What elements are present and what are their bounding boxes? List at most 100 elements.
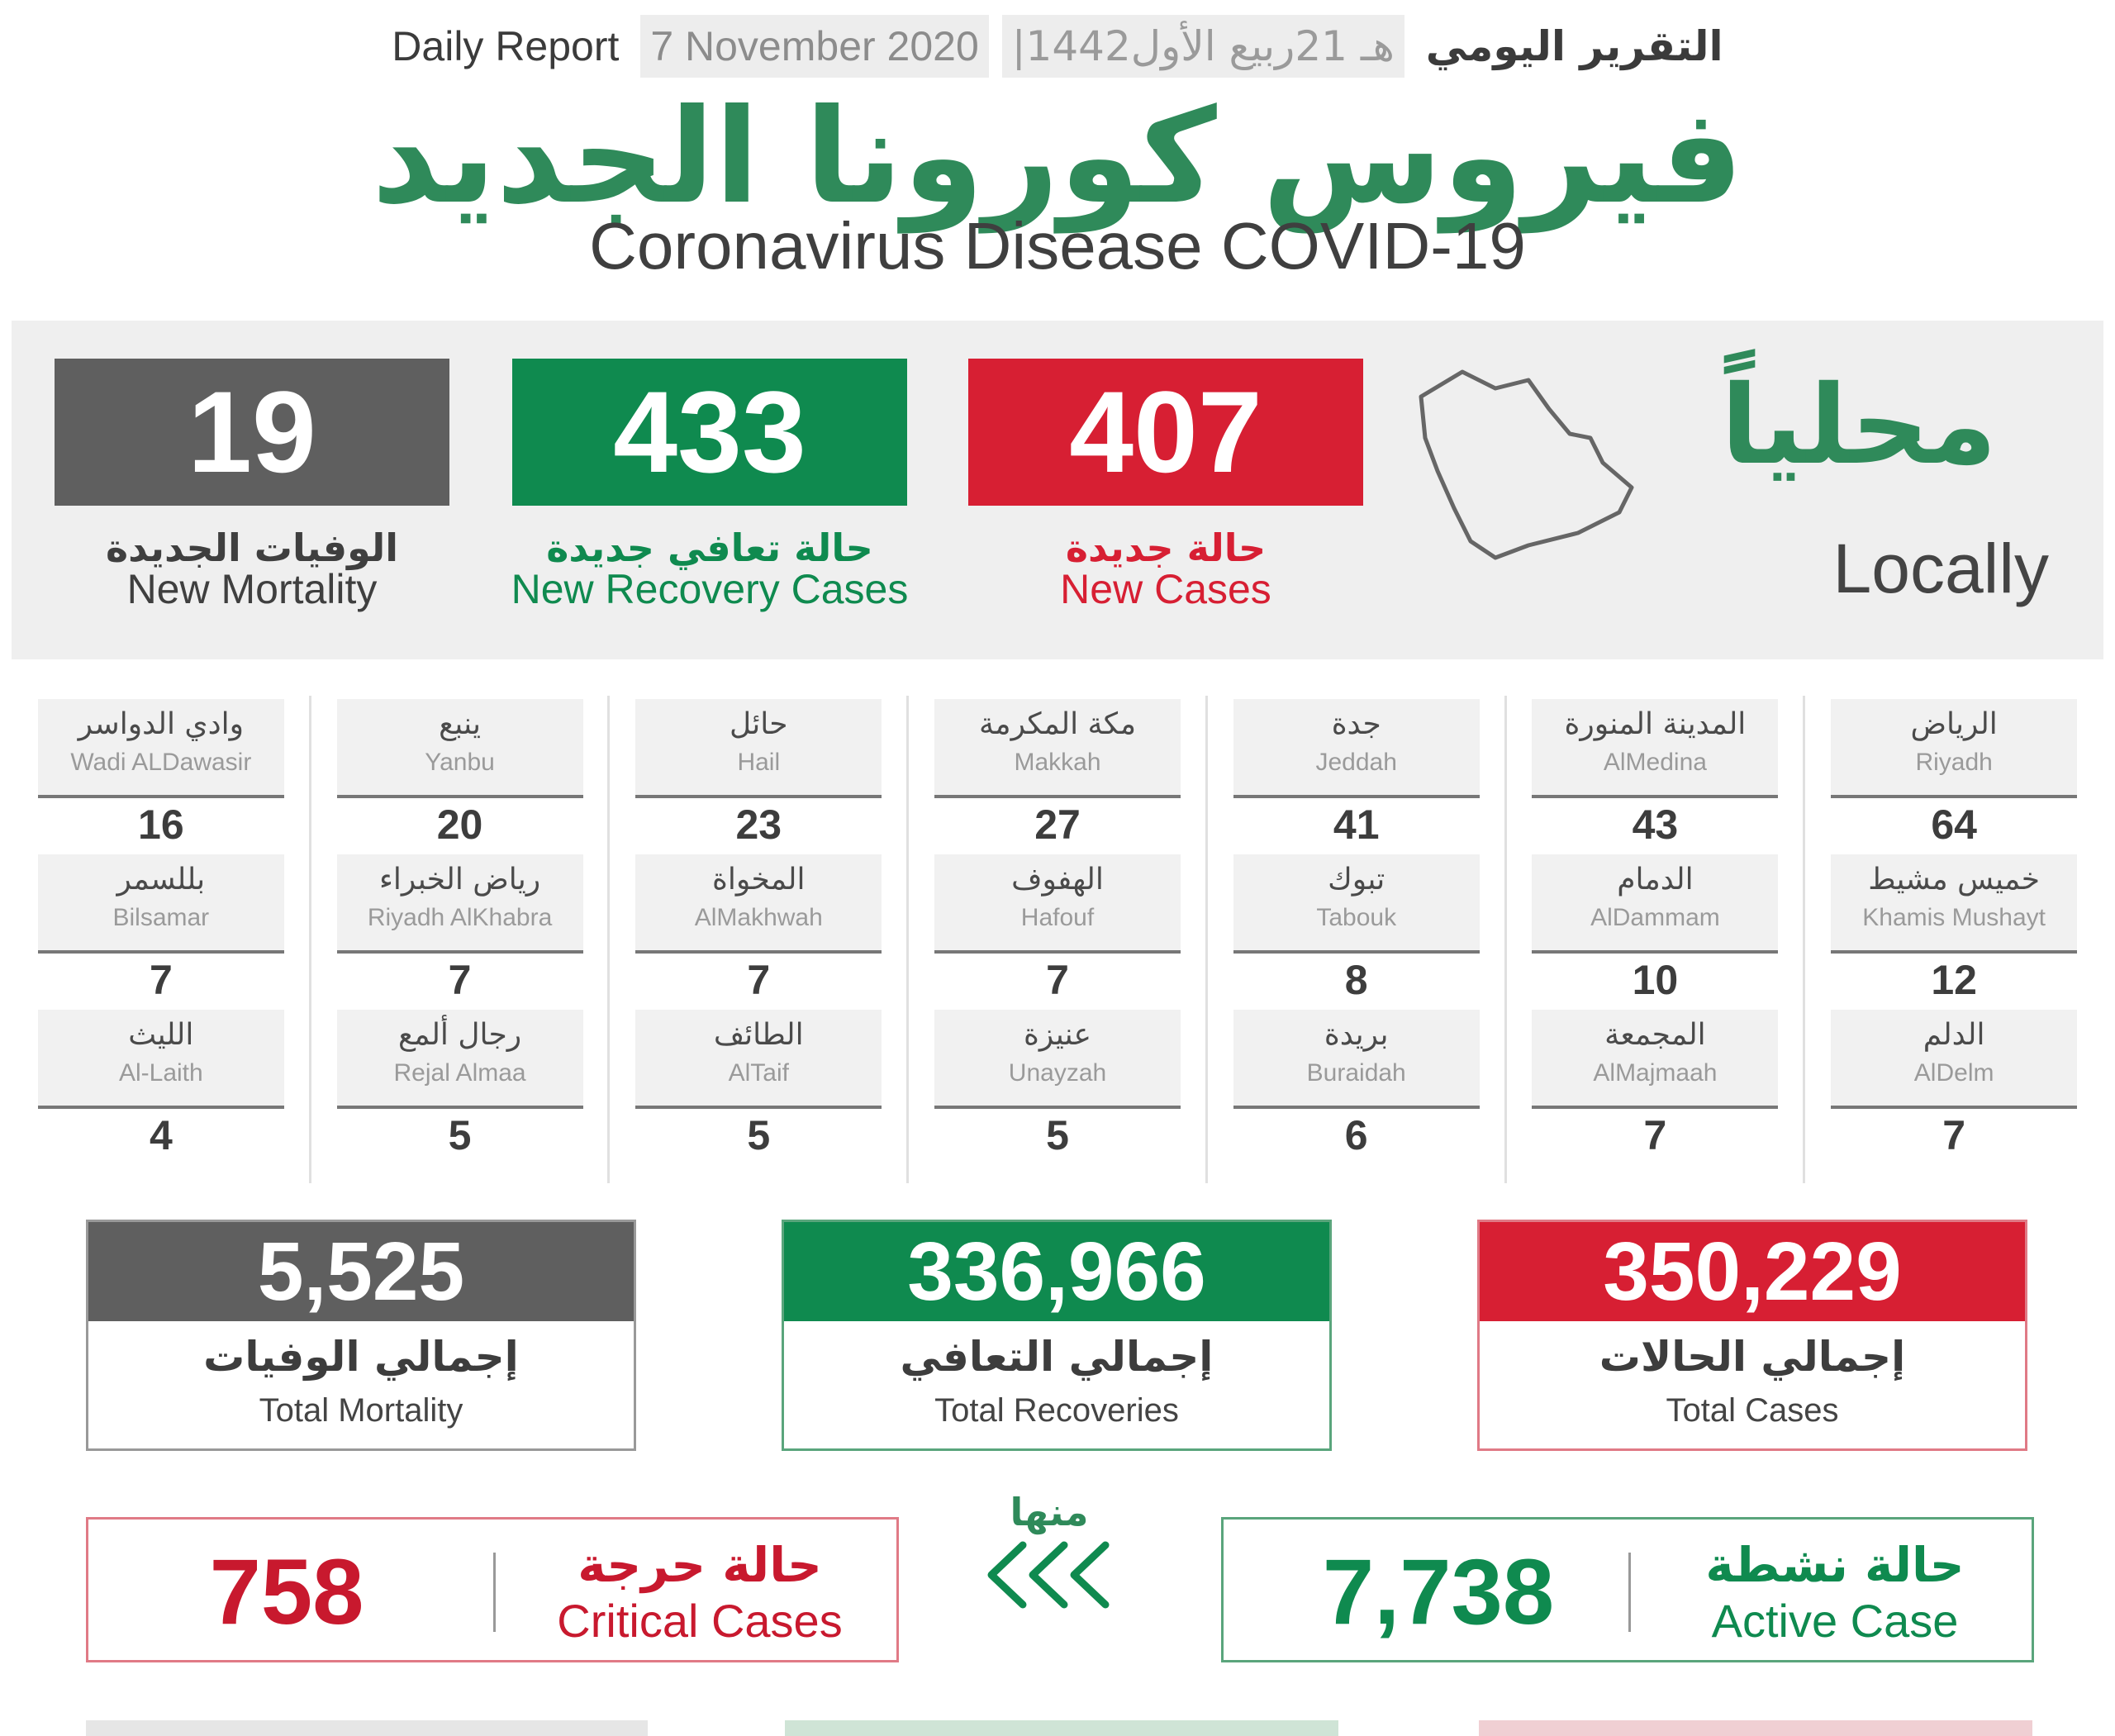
daily-report-label-ar: التقرير اليومي <box>1425 21 1723 70</box>
column-divider <box>906 696 910 1183</box>
city-name-ar: الطائف <box>713 1018 804 1052</box>
city-name-ar: بللسمر <box>116 863 206 897</box>
city-label: عنيزة Unayzah <box>934 1010 1181 1109</box>
city-case-count: 5 <box>747 1112 771 1158</box>
city-name-ar: الليث <box>128 1018 194 1052</box>
locally-label-ar: محلياً <box>1720 362 1998 489</box>
next-section-stub <box>86 1720 648 1736</box>
new-recovery-label-ar: حالة تعافي جديدة <box>546 526 873 570</box>
city-cell: الرياض Riyadh 64 <box>1831 696 2078 853</box>
city-name-en: Hail <box>737 749 781 776</box>
city-case-count: 43 <box>1632 801 1679 848</box>
city-case-count: 64 <box>1931 801 1977 848</box>
city-label: رياض الخبراء Riyadh AlKhabra <box>336 854 583 954</box>
city-cases-grid: الرياض Riyadh 64 خميس مشيط Khamis Mushayt 12 ا… <box>12 696 2103 1183</box>
city-name-ar: بريدة <box>1324 1018 1389 1052</box>
city-name-en: Khamis Mushayt <box>1862 904 2046 931</box>
city-name-en: AlMakhwah <box>694 904 823 931</box>
city-name-en: Riyadh <box>1915 749 1993 776</box>
city-case-count: 16 <box>138 801 184 848</box>
city-case-count: 23 <box>735 801 782 848</box>
total-mortality-card: 5,525 إجمالي الوفيات Total Mortality <box>86 1220 636 1451</box>
city-name-en: AlDelm <box>1913 1059 1994 1087</box>
city-case-count: 5 <box>1046 1112 1069 1158</box>
total-cases-label-ar: إجمالي الحالات <box>1599 1333 1906 1381</box>
city-label: الدلم AlDelm <box>1831 1010 2078 1109</box>
new-recovery-label-en: New Recovery Cases <box>511 566 909 612</box>
critical-cases-label-ar: حالة حرجة <box>577 1537 822 1593</box>
city-label: المدينة المنورة AlMedina <box>1532 699 1779 798</box>
total-mortality-label-en: Total Mortality <box>259 1392 463 1429</box>
new-recovery-box: 433 <box>512 359 907 506</box>
active-cases-card: 7,738 حالة نشطة Active Case <box>1221 1517 2034 1662</box>
city-name-ar: وادي الدواسر <box>78 707 244 741</box>
city-name-ar: الدمام <box>1617 863 1694 897</box>
arrows-left-icon <box>987 1541 1110 1609</box>
city-name-en: Buraidah <box>1306 1059 1406 1087</box>
divider <box>493 1553 496 1632</box>
total-recoveries-value: 336,966 <box>784 1222 1329 1321</box>
city-case-count: 41 <box>1333 801 1380 848</box>
city-cell: رياض الخبراء Riyadh AlKhabra 7 <box>336 851 583 1008</box>
critical-cases-card: 758 حالة حرجة Critical Cases <box>86 1517 899 1662</box>
city-cell: المجمعة AlMajmaah 7 <box>1532 1006 1779 1163</box>
city-case-count: 5 <box>448 1112 472 1158</box>
city-case-count: 6 <box>1344 1112 1368 1158</box>
city-case-count: 7 <box>1643 1112 1667 1158</box>
city-cell: الليث Al-Laith 4 <box>37 1006 284 1163</box>
total-recoveries-card: 336,966 إجمالي التعافي Total Recoveries <box>782 1220 1332 1451</box>
column-divider <box>1504 696 1507 1183</box>
city-label: بللسمر Bilsamar <box>37 854 284 954</box>
new-mortality-box: 19 <box>55 359 449 506</box>
city-cell: الدمام AlDammam 10 <box>1532 851 1779 1008</box>
city-name-ar: ينبع <box>439 707 482 741</box>
city-label: الدمام AlDammam <box>1532 854 1779 954</box>
critical-cases-label-en: Critical Cases <box>557 1595 843 1647</box>
report-date-gregorian: 7 November 2020 <box>640 14 989 78</box>
city-name-en: Riyadh AlKhabra <box>367 904 553 931</box>
city-case-count: 10 <box>1632 957 1679 1003</box>
city-name-ar: المخواة <box>712 863 806 897</box>
city-case-count: 8 <box>1344 957 1368 1003</box>
city-label: الرياض Riyadh <box>1831 699 2078 798</box>
city-label: المجمعة AlMajmaah <box>1532 1010 1779 1109</box>
city-cell: الطائف AlTaif 5 <box>635 1006 882 1163</box>
city-label: المخواة AlMakhwah <box>635 854 882 954</box>
city-label: حائل Hail <box>635 699 882 798</box>
of-which-label: منها <box>1010 1490 1089 1534</box>
city-name-en: Makkah <box>1014 749 1101 776</box>
total-mortality-value: 5,525 <box>88 1222 634 1321</box>
column-divider <box>607 696 611 1183</box>
city-cell: الهفوف Hafouf 7 <box>934 851 1181 1008</box>
city-label: ينبع Yanbu <box>336 699 583 798</box>
city-case-count: 4 <box>149 1112 173 1158</box>
city-name-ar: خميس مشيط <box>1868 863 2040 897</box>
city-cell: المخواة AlMakhwah 7 <box>635 851 882 1008</box>
city-name-en: Rejal Almaa <box>393 1059 526 1087</box>
city-case-count: 7 <box>149 957 173 1003</box>
city-name-ar: الرياض <box>1910 707 1998 741</box>
city-name-ar: عنيزة <box>1024 1018 1091 1052</box>
city-cell: بللسمر Bilsamar 7 <box>37 851 284 1008</box>
city-name-ar: الهفوف <box>1011 863 1104 897</box>
city-cell: خميس مشيط Khamis Mushayt 12 <box>1831 851 2078 1008</box>
city-name-en: Bilsamar <box>112 904 210 931</box>
city-label: بريدة Buraidah <box>1233 1010 1480 1109</box>
city-cell: المدينة المنورة AlMedina 43 <box>1532 696 1779 853</box>
city-label: جدة Jeddah <box>1233 699 1480 798</box>
total-cases-label-en: Total Cases <box>1666 1392 1839 1429</box>
city-case-count: 7 <box>1046 957 1069 1003</box>
total-mortality-label-ar: إجمالي الوفيات <box>203 1333 519 1381</box>
next-section-stub <box>1479 1720 2032 1736</box>
city-cell: بريدة Buraidah 6 <box>1233 1006 1480 1163</box>
city-cell: مكة المكرمة Makkah 27 <box>934 696 1181 853</box>
column-divider <box>1803 696 1806 1183</box>
city-case-count: 7 <box>747 957 771 1003</box>
city-label: الليث Al-Laith <box>37 1010 284 1109</box>
active-cases-value: 7,738 <box>1322 1540 1555 1643</box>
city-label: مكة المكرمة Makkah <box>934 699 1181 798</box>
city-cell: عنيزة Unayzah 5 <box>934 1006 1181 1163</box>
city-name-en: Tabouk <box>1316 904 1397 931</box>
daily-report-label: Daily Report <box>392 22 620 69</box>
city-label: الهفوف Hafouf <box>934 854 1181 954</box>
